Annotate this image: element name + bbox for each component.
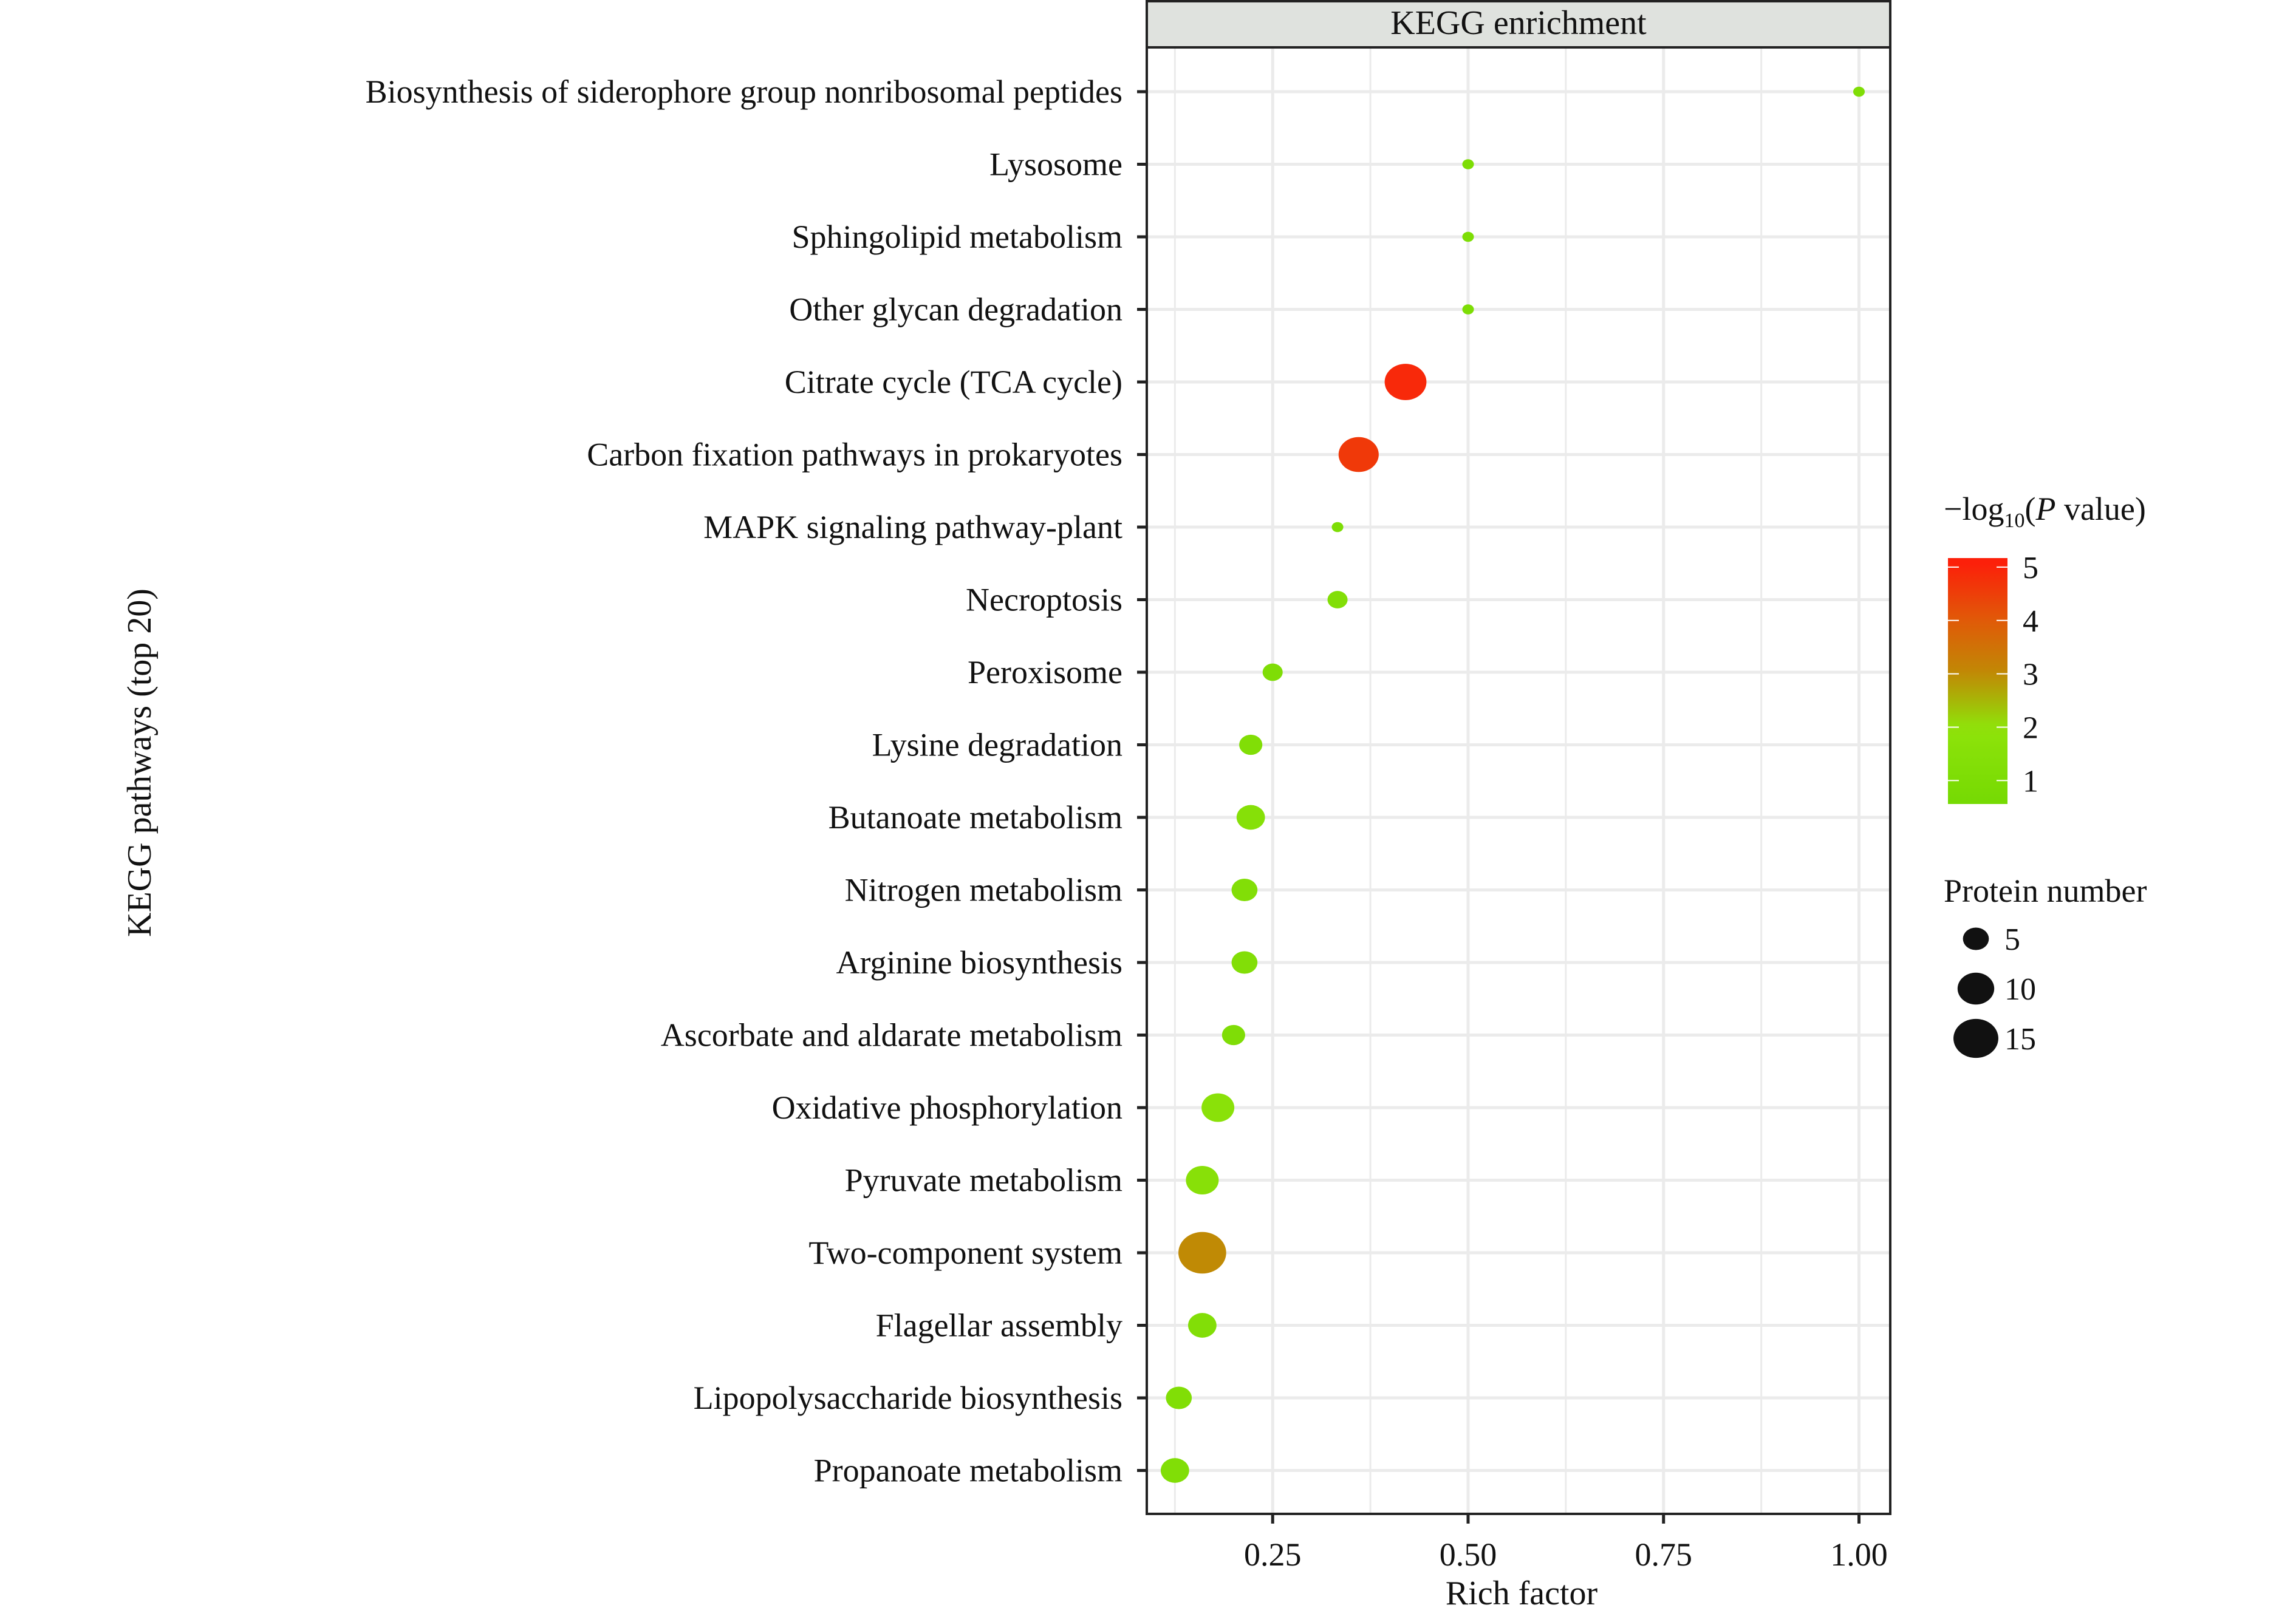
size-legend-dot [1953, 1018, 1998, 1058]
data-point: Flagellar assembly [1188, 1313, 1217, 1338]
data-point: Pyruvate metabolism [1186, 1166, 1219, 1194]
facet-strip [1146, 0, 1891, 49]
size-legend-label: 15 [2004, 1022, 2036, 1057]
color-tick-label: 4 [2023, 604, 2038, 639]
panel-background [1147, 47, 1890, 1514]
color-tick-label: 5 [2023, 551, 2038, 585]
y-tick-label: Biosynthesis of siderophore group nonrib… [366, 73, 1122, 110]
x-axis-labels: 0.25 0.50 0.75 1.00 [1244, 1514, 1888, 1573]
data-point: Biosynthesis of siderophore group nonrib… [1853, 86, 1865, 97]
data-point: Necroptosis [1327, 591, 1348, 608]
data-point: Sphingolipid metabolism [1462, 231, 1474, 242]
x-tick-label: 0.75 [1635, 1536, 1693, 1573]
y-tick-label: Lysine degradation [872, 727, 1122, 763]
chart-title: KEGG enrichment [1390, 4, 1647, 42]
y-tick-label: Butanoate metabolism [829, 799, 1122, 836]
y-tick-label: Lysosome [989, 146, 1122, 183]
y-tick-label: Pyruvate metabolism [845, 1162, 1122, 1199]
y-tick-label: Oxidative phosphorylation [772, 1089, 1122, 1126]
y-tick-label: Flagellar assembly [876, 1307, 1122, 1344]
y-tick-label: Arginine biosynthesis [836, 944, 1123, 981]
color-tick-label: 3 [2023, 658, 2038, 692]
y-tick-label: Necroptosis [966, 582, 1122, 618]
data-point: Lipopolysaccharide biosynthesis [1166, 1386, 1192, 1409]
size-legend-title: Protein number [1944, 873, 2147, 909]
legend: −log10(P value) 5 4 3 2 1 Protein number 5 10… [1944, 491, 2147, 1058]
y-tick-label: Citrate cycle (TCA cycle) [785, 364, 1122, 400]
x-tick-label: 1.00 [1830, 1536, 1888, 1573]
x-axis-title: Rich factor [1446, 1575, 1598, 1608]
y-tick-label: Two-component system [808, 1235, 1122, 1271]
data-point: Carbon fixation pathways in prokaryotes [1338, 437, 1379, 472]
size-legend-dot [1963, 927, 1989, 950]
data-point: Oxidative phosphorylation [1201, 1093, 1235, 1122]
data-point: Arginine biosynthesis [1231, 951, 1258, 974]
size-legend-label: 10 [2004, 972, 2036, 1007]
y-tick-label: Other glycan degradation [789, 291, 1122, 328]
y-tick-label: Sphingolipid metabolism [791, 219, 1122, 255]
x-tick-label: 0.25 [1244, 1536, 1302, 1573]
size-legend-label: 5 [2004, 922, 2020, 957]
y-axis-title: KEGG pathways (top 20) [121, 588, 159, 937]
y-tick-label: Peroxisome [968, 654, 1122, 690]
data-point: Two-component system [1178, 1232, 1226, 1274]
y-tick-label: Lipopolysaccharide biosynthesis [694, 1380, 1122, 1416]
color-bar-ticks: 5 4 3 2 1 [1948, 551, 2038, 799]
x-tick-label: 0.50 [1440, 1536, 1497, 1573]
color-tick-label: 1 [2023, 764, 2038, 799]
y-tick-label: Propanoate metabolism [814, 1453, 1122, 1489]
data-point: Propanoate metabolism [1160, 1458, 1189, 1483]
data-point: Lysosome [1462, 159, 1474, 169]
data-point: Citrate cycle (TCA cycle) [1384, 364, 1427, 400]
size-legend-dot [1957, 972, 1995, 1005]
plot-panel: Biosynthesis of siderophore group nonrib… [1146, 46, 1891, 1515]
color-bar [1948, 558, 2007, 804]
data-point: Butanoate metabolism [1236, 805, 1265, 830]
y-tick-label: Nitrogen metabolism [845, 872, 1122, 908]
data-point: Lysine degradation [1239, 734, 1263, 755]
size-legend-items: 5 10 15 [1953, 922, 2036, 1058]
data-point: Peroxisome [1262, 663, 1283, 681]
data-point: Ascorbate and aldarate metabolism [1221, 1024, 1245, 1046]
y-tick-label: Ascorbate and aldarate metabolism [661, 1017, 1122, 1054]
data-point: Other glycan degradation [1462, 304, 1474, 315]
data-point: Nitrogen metabolism [1231, 878, 1258, 902]
y-axis-labels: Biosynthesis of siderophore group nonrib… [366, 73, 1147, 1489]
y-tick-label: MAPK signaling pathway-plant [703, 509, 1122, 545]
y-tick-label: Carbon fixation pathways in prokaryotes [587, 437, 1122, 473]
data-point: MAPK signaling pathway-plant [1331, 522, 1344, 533]
color-legend-title: −log10(P value) [1944, 491, 2146, 532]
color-tick-label: 2 [2023, 710, 2038, 745]
